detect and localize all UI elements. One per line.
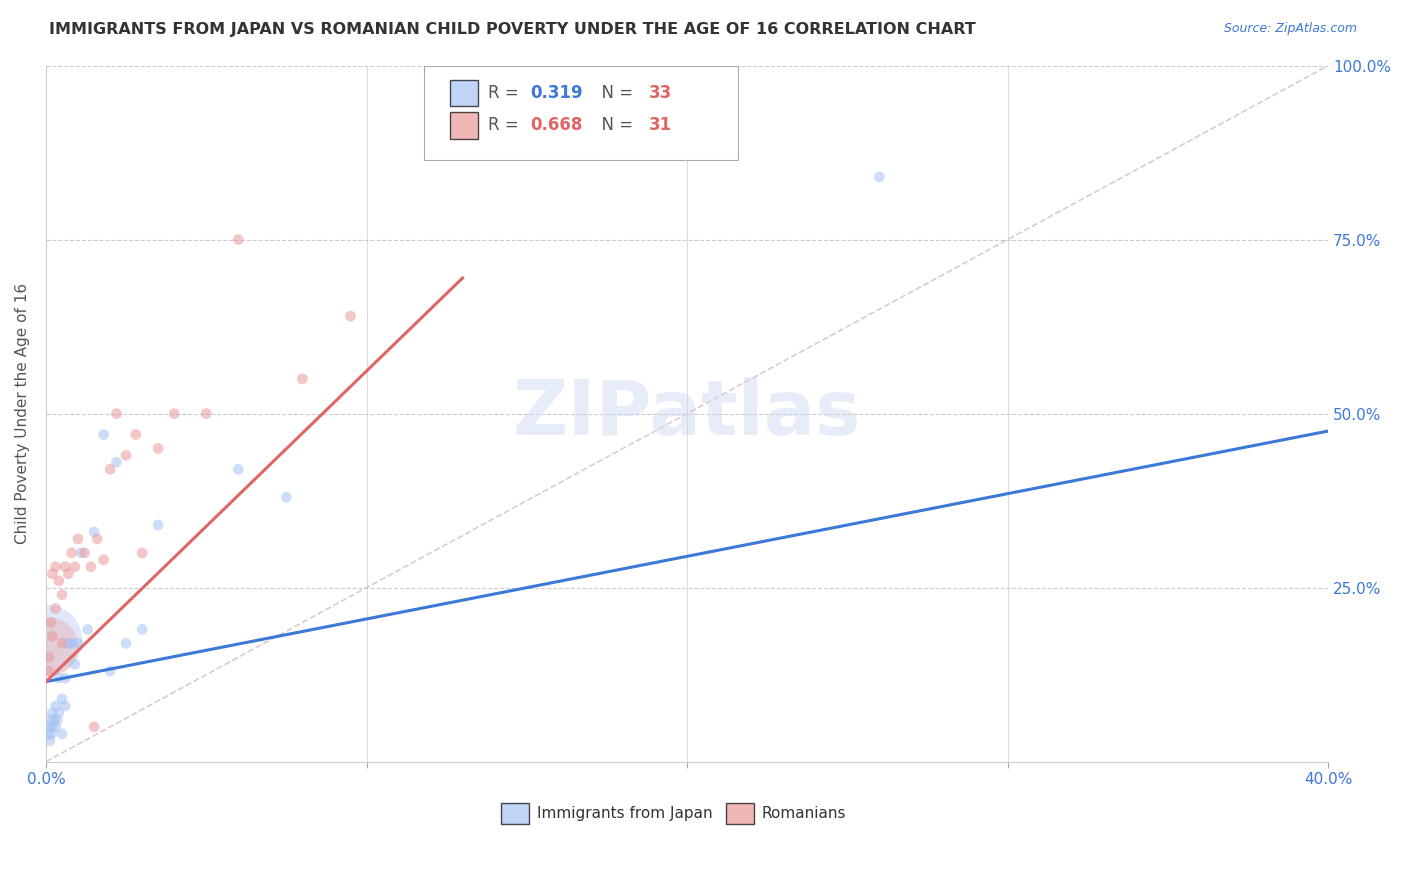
Point [63, 559, 86, 574]
Text: N =: N = [591, 117, 638, 135]
Point [131, 623, 153, 637]
Point [51, 636, 73, 650]
Point [58, 636, 80, 650]
Point [39, 615, 62, 630]
Point [163, 407, 186, 421]
Point [48, 671, 70, 685]
Text: 31: 31 [648, 117, 672, 135]
Point [41, 706, 63, 720]
Point [83, 720, 105, 734]
Point [60, 546, 83, 560]
Point [80, 559, 103, 574]
Point [37, 632, 59, 647]
FancyBboxPatch shape [450, 79, 478, 106]
Point [98, 664, 121, 678]
Point [41, 566, 63, 581]
Point [42, 713, 65, 727]
Point [38, 733, 60, 747]
Point [53, 671, 76, 685]
Point [73, 546, 96, 560]
Point [51, 588, 73, 602]
Point [276, 490, 298, 504]
Point [38, 727, 60, 741]
Point [195, 407, 218, 421]
Point [131, 546, 153, 560]
Point [93, 553, 115, 567]
FancyBboxPatch shape [450, 112, 478, 138]
Point [291, 372, 314, 386]
Text: ZIPatlas: ZIPatlas [513, 376, 862, 450]
Point [83, 524, 105, 539]
Text: 33: 33 [648, 84, 672, 102]
Point [63, 657, 86, 672]
Point [115, 449, 138, 463]
Point [41, 629, 63, 643]
Text: Romanians: Romanians [762, 806, 846, 822]
Point [93, 427, 115, 442]
FancyBboxPatch shape [425, 66, 738, 160]
Point [53, 559, 76, 574]
Point [58, 566, 80, 581]
Point [45, 559, 67, 574]
Point [41, 720, 63, 734]
Point [45, 601, 67, 615]
Text: Source: ZipAtlas.com: Source: ZipAtlas.com [1223, 22, 1357, 36]
Point [115, 636, 138, 650]
Point [38, 640, 60, 654]
Text: 0.319: 0.319 [530, 84, 583, 102]
Text: R =: R = [488, 84, 524, 102]
Text: 0.668: 0.668 [530, 117, 583, 135]
Point [38, 650, 60, 665]
Point [41, 727, 63, 741]
Text: Immigrants from Japan: Immigrants from Japan [537, 806, 713, 822]
Point [146, 442, 169, 456]
Point [45, 698, 67, 713]
Point [98, 462, 121, 476]
FancyBboxPatch shape [501, 804, 529, 824]
Point [105, 455, 128, 469]
Point [226, 233, 249, 247]
FancyBboxPatch shape [725, 804, 754, 824]
Point [48, 706, 70, 720]
Point [125, 427, 148, 442]
Point [66, 636, 89, 650]
Text: R =: R = [488, 117, 524, 135]
Point [66, 532, 89, 546]
Point [46, 713, 69, 727]
Text: N =: N = [591, 84, 638, 102]
Point [38, 664, 60, 678]
Point [51, 727, 73, 741]
Point [146, 518, 169, 533]
Y-axis label: Child Poverty Under the Age of 16: Child Poverty Under the Age of 16 [15, 283, 30, 544]
Point [48, 574, 70, 588]
Point [76, 623, 98, 637]
Point [86, 532, 108, 546]
Point [51, 692, 73, 706]
Point [339, 309, 361, 323]
Point [60, 636, 83, 650]
Point [868, 169, 890, 184]
Point [45, 720, 67, 734]
Point [53, 698, 76, 713]
Point [38, 720, 60, 734]
Point [226, 462, 249, 476]
Point [105, 407, 128, 421]
Text: IMMIGRANTS FROM JAPAN VS ROMANIAN CHILD POVERTY UNDER THE AGE OF 16 CORRELATION : IMMIGRANTS FROM JAPAN VS ROMANIAN CHILD … [49, 22, 976, 37]
Point [39, 713, 62, 727]
Point [70, 546, 93, 560]
